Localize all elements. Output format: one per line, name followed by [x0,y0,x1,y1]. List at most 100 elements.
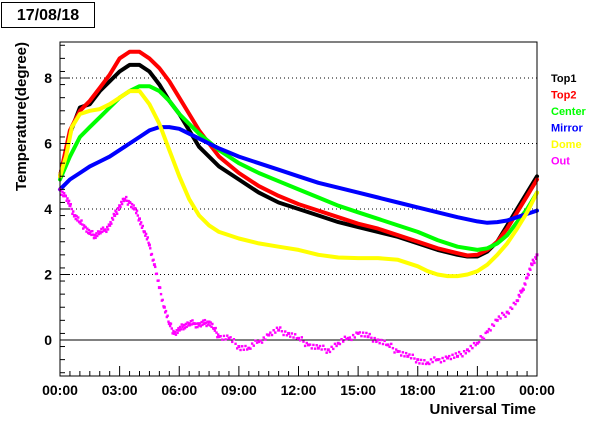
data-point [441,356,444,360]
data-point [326,348,330,352]
data-point [91,233,95,236]
data-point [265,333,269,336]
data-point [105,230,108,234]
data-point [512,301,516,305]
data-point [131,207,135,210]
data-point [138,217,141,221]
data-point [86,231,90,235]
data-point [96,230,100,233]
data-point [205,324,208,328]
data-point [93,233,97,237]
x-axis-label: Universal Time [430,401,536,418]
data-point [110,216,114,220]
data-point [426,361,430,365]
data-point [237,345,241,349]
data-point [137,219,140,222]
data-point [333,342,337,346]
data-point [189,320,193,323]
data-point [510,307,514,311]
data-point [197,322,200,325]
data-point [125,199,129,203]
data-point [198,322,202,325]
data-point [159,286,162,289]
data-point [474,343,477,347]
data-point [144,232,148,236]
data-point [100,227,103,231]
data-point [385,343,388,347]
data-point [365,331,368,335]
data-point [287,331,291,335]
data-point [471,346,474,350]
data-point [122,199,125,203]
data-point [81,223,84,226]
data-point [475,341,479,345]
data-point [173,330,177,334]
data-point [186,321,189,324]
data-point [302,340,305,343]
data-point [264,338,267,341]
data-point [534,256,537,259]
data-point [313,347,317,350]
data-point [487,327,491,331]
data-point [184,322,188,326]
data-point [119,205,122,209]
data-point [520,289,524,293]
data-point [221,338,224,341]
grid [60,77,537,341]
data-point [154,265,157,269]
data-point [123,197,127,201]
data-point [386,343,390,347]
data-point [149,247,152,250]
y-tick-label: 8 [44,70,52,86]
data-point [89,230,92,233]
data-point [533,261,536,265]
series-layer [58,49,539,366]
data-point [282,333,285,337]
data-point [448,354,451,358]
data-point [406,354,410,358]
data-point [250,342,254,345]
y-tick-label: 4 [44,201,52,217]
data-point [152,258,155,261]
data-point [249,347,252,350]
data-point [481,336,484,339]
data-point [203,318,207,322]
data-point [118,204,122,208]
data-point [79,222,82,225]
data-point [134,207,137,210]
data-point [183,326,187,330]
data-point [96,234,99,238]
data-point [207,320,211,324]
data-point [343,335,347,338]
data-point [111,218,115,221]
data-point [469,344,472,348]
data-point [120,200,123,204]
data-point [358,331,361,334]
data-point [139,223,142,226]
data-point [110,222,113,225]
data-point [140,226,144,229]
y-tick-label: 2 [44,266,52,282]
data-point [408,353,411,356]
data-point [424,362,428,366]
data-point [399,354,403,357]
legend-entry-top2: Top2 [551,90,576,102]
data-point [381,342,385,346]
data-point [342,340,345,343]
data-point [373,336,376,340]
data-point [106,225,109,229]
data-point [370,336,373,339]
data-point [380,338,383,342]
data-point [303,344,307,348]
x-tick-label: 12:00 [281,382,317,398]
data-point [199,325,202,328]
data-point [336,341,340,345]
y-tick-label: 6 [44,136,52,152]
x-tick-label: 21:00 [459,382,495,398]
data-point [172,329,175,333]
data-point [145,238,149,241]
data-point [272,329,275,332]
x-tick-label: 03:00 [102,382,138,398]
data-point [383,339,386,343]
data-point [104,228,107,231]
